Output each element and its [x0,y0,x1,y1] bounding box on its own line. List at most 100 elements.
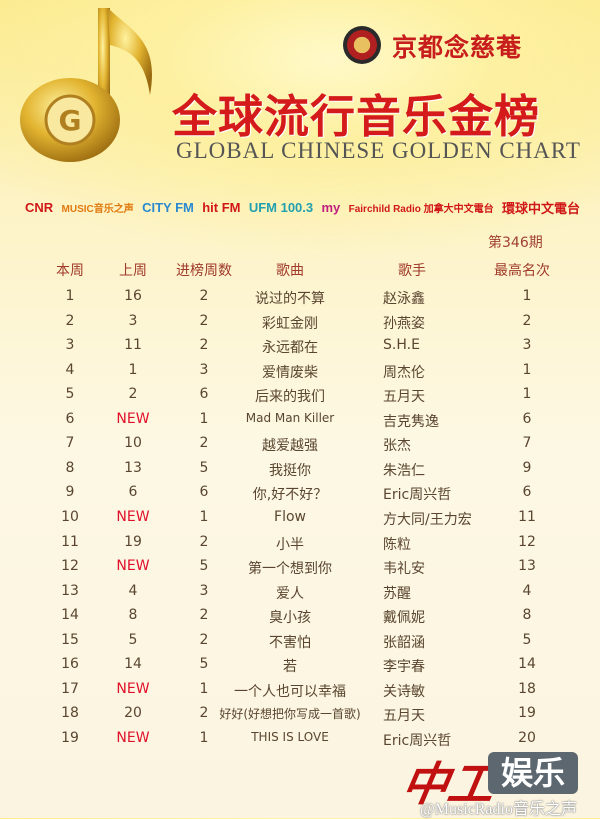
peak-rank: 4 [522,582,532,599]
weeks-on-chart: 1 [199,729,209,746]
singer-name: 苏醒 [383,585,411,602]
singer-name: 关诗敏 [383,683,425,700]
song-title: 你,好不好？ [252,487,328,504]
rank-this-week: 8 [65,459,75,476]
singer-name: Eric周兴哲 [383,732,452,749]
rank-last-week: 20 [124,705,142,722]
issue-number: 第346期 [488,235,543,251]
singer-name: 吉克隽逸 [383,413,439,430]
page-subtitle: GLOBAL CHINESE GOLDEN CHART [176,138,581,163]
singer-name: 戴佩妮 [383,610,425,627]
rank-this-week: 9 [65,484,75,501]
weeks-on-chart: 2 [199,337,209,354]
song-title: 臭小孩 [269,610,311,627]
col-header-last-week: 上周 [119,263,147,279]
song-title: 小半 [276,536,304,553]
weeks-on-chart: 5 [199,558,209,575]
peak-rank: 9 [522,459,532,476]
singer-name: 孙燕姿 [383,315,425,332]
song-title: 不害怕 [269,634,311,651]
col-header-peak: 最高名次 [494,263,550,279]
rank-this-week: 3 [65,337,75,354]
table-row: 4 1 3 爱情废柴 周杰伦 1 [0,362,600,386]
table-row: 11 19 2 小半 陈粒 12 [0,534,600,558]
table-row: 18 20 2 好好(好想把你写成一首歌) 五月天 19 [0,705,600,729]
peak-rank: 6 [522,484,532,501]
g-letter: G [59,104,82,137]
partner-logos: CNR MUSIC音乐之声 CITY FM hit FM UFM 100.3 my Fair… [25,190,580,224]
peak-rank: 6 [522,410,532,427]
weeks-on-chart: 1 [199,410,209,427]
rank-last-week: 4 [128,582,138,599]
table-row: 16 14 5 若 李宇春 14 [0,656,600,680]
weeks-on-chart: 6 [199,386,209,403]
table-row: 10 NEW 1 Flow 方大同/王力宏 11 [0,509,600,533]
singer-name: 方大同/王力宏 [383,511,472,528]
weeks-on-chart: 2 [199,288,209,304]
page-title: 全球流行音乐金榜 [172,90,541,143]
song-title: 爱情废柴 [262,364,318,381]
watermark-handle: @MusicRadio音乐之声 [420,801,577,818]
rank-last-week: NEW [116,508,150,525]
rank-this-week: 4 [65,361,75,378]
song-title: Flow [274,508,306,525]
table-row: 6 NEW 1 Mad Man Killer 吉克隽逸 6 [0,411,600,435]
song-title: THIS IS LOVE [251,729,329,744]
partner-logo: UFM 100.3 [248,199,314,215]
table-row: 1 16 2 说过的不算 赵泳鑫 1 [0,288,600,312]
weeks-on-chart: 5 [199,656,209,673]
table-row: 7 10 2 越爱越强 张杰 7 [0,435,600,459]
rank-last-week: NEW [116,680,150,697]
sponsor-name: 京都念慈菴 [392,33,523,62]
rank-this-week: 7 [65,435,75,452]
partner-logo: hit FM [202,199,241,215]
partner-logo: my [321,199,341,215]
weeks-on-chart: 2 [199,312,209,329]
singer-name: 朱浩仁 [383,462,425,479]
rank-this-week: 5 [65,386,75,403]
weeks-on-chart: 2 [199,631,209,648]
weeks-on-chart: 5 [199,459,209,476]
peak-rank: 1 [522,361,532,378]
rank-last-week: 6 [128,484,138,501]
weeks-on-chart: 1 [199,680,209,697]
table-row: 3 11 2 永远都在 S.H.E 3 [0,337,600,361]
rank-this-week: 13 [61,582,79,599]
table-row: 5 2 6 后来的我们 五月天 1 [0,386,600,410]
peak-rank: 13 [518,558,536,575]
song-title: 好好(好想把你写成一首歌) [219,707,361,722]
rank-last-week: 1 [128,361,138,378]
table-row: 15 5 2 不害怕 张韶涵 5 [0,632,600,656]
song-title: 说过的不算 [255,291,325,307]
peak-rank: 1 [522,288,532,304]
rank-last-week: 5 [128,631,138,648]
rank-this-week: 15 [61,631,79,648]
singer-name: 张韶涵 [383,634,425,651]
peak-rank: 19 [518,705,536,722]
weeks-on-chart: 3 [199,582,209,599]
song-title: 后来的我们 [255,389,325,406]
col-header-song: 歌曲 [276,263,304,279]
partner-logo: 環球中文電台 [501,200,580,216]
rank-last-week: 10 [124,435,142,452]
rank-this-week: 6 [65,410,75,427]
singer-name: 李宇春 [383,659,425,676]
song-title: 若 [283,659,297,676]
peak-rank: 1 [522,386,532,403]
rank-this-week: 18 [61,705,79,722]
table-row: 14 8 2 臭小孩 戴佩妮 8 [0,607,600,631]
sponsor-seal-icon [343,26,381,64]
singer-name: 韦礼安 [383,561,425,578]
rank-last-week: NEW [116,729,150,746]
song-title: 永远都在 [262,340,318,357]
table-row: 8 13 5 我挺你 朱浩仁 9 [0,460,600,484]
col-header-weeks: 进榜周数 [176,263,232,279]
partner-logo: MUSIC音乐之声 [61,203,134,215]
weeks-on-chart: 2 [199,705,209,722]
singer-name: Eric周兴哲 [383,487,452,504]
rank-last-week: 2 [128,386,138,403]
table-row: 12 NEW 5 第一个想到你 韦礼安 13 [0,558,600,582]
rank-last-week: 11 [124,337,142,354]
singer-name: 赵泳鑫 [383,291,425,307]
table-row: 19 NEW 1 THIS IS LOVE Eric周兴哲 20 [0,730,600,754]
